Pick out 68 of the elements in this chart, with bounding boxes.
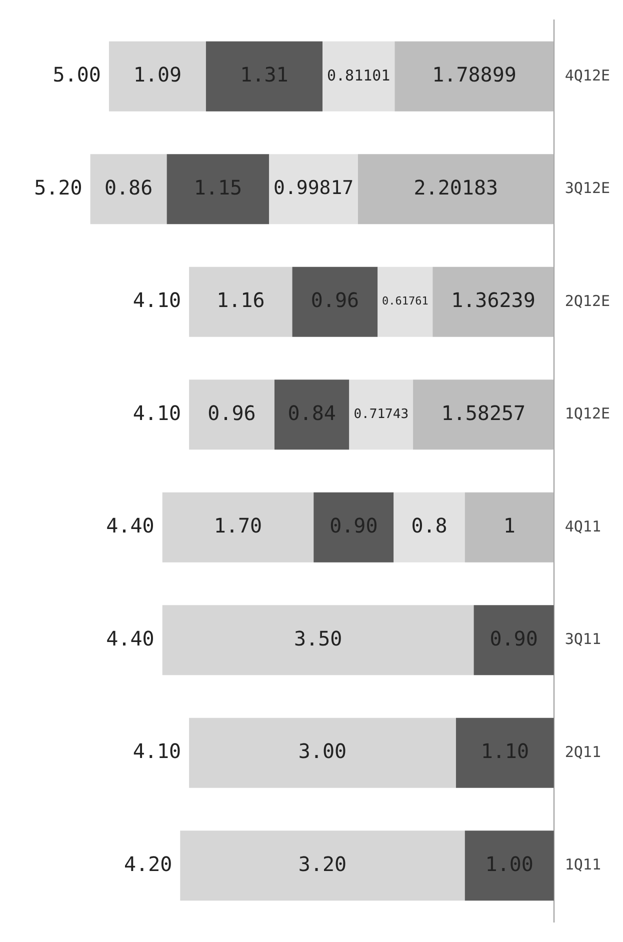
data-label: 1.58257 [441,400,526,425]
data-label: 0.96 [208,400,256,425]
y-tick-label: 4Q11 [564,517,601,536]
bar [269,154,358,224]
bar [292,266,378,337]
data-label: 3.50 [294,626,342,650]
data-label: 1.15 [194,175,242,200]
y-tick-label: 2Q11 [564,742,601,761]
data-label: 1.36239 [451,288,536,312]
total-label: 4.10 [132,288,182,312]
bar [322,41,395,112]
data-label: 1.09 [133,62,182,87]
y-tick-label: 3Q11 [564,630,601,648]
data-label: 0.84 [288,400,336,425]
bar [162,492,314,562]
total-label: 5.20 [34,175,82,200]
bar [189,266,292,337]
bar [90,154,167,224]
data-label: 1.16 [216,288,265,312]
y-tick-label: 4Q12E [564,66,610,84]
bar [464,492,554,562]
bar [394,492,465,562]
bar [189,380,274,450]
total-label: 4.10 [132,400,182,425]
total-label: 5.00 [52,62,101,87]
total-label: 4.10 [132,739,182,764]
data-label: 0.61761 [382,294,428,308]
total-label: 4.40 [106,626,154,650]
bar [189,718,456,788]
data-label: 0.99817 [273,177,354,200]
data-label: 1.10 [480,739,529,764]
data-label: 1 [503,514,516,538]
bar [456,718,554,788]
data-label: 0.90 [330,514,378,538]
data-label: 0.8 [411,514,448,538]
y-tick-label: 1Q12E [564,404,610,423]
bar [108,41,206,112]
y-tick-label: 3Q12E [564,179,610,198]
bar [162,605,474,676]
bar [274,380,350,450]
data-label: 1.70 [214,514,262,538]
bar [358,154,554,224]
data-label: 0.71743 [354,407,409,422]
data-label: 0.86 [104,175,153,200]
bar [314,492,394,562]
bar [166,154,270,224]
y-tick-label: 2Q12E [564,292,610,310]
bar [180,830,465,901]
bar [432,266,554,337]
bar [413,380,554,450]
bar [464,830,554,901]
data-label: 0.81101 [326,66,390,84]
data-label: 2.20183 [414,175,498,200]
bar [349,380,414,450]
bar [394,41,554,112]
data-label: 0.90 [490,626,538,650]
bar [378,266,433,337]
y-tick-label: 1Q11 [564,856,601,874]
bar [206,41,323,112]
total-label: 4.40 [106,514,154,538]
data-label: 0.96 [310,288,360,312]
data-label: 1.00 [485,852,534,876]
data-label: 3.20 [298,852,347,876]
total-label: 4.20 [124,852,172,876]
data-label: 1.31 [240,62,288,87]
data-label: 3.00 [298,739,347,764]
data-label: 1.78899 [432,62,516,87]
bar [474,605,554,676]
